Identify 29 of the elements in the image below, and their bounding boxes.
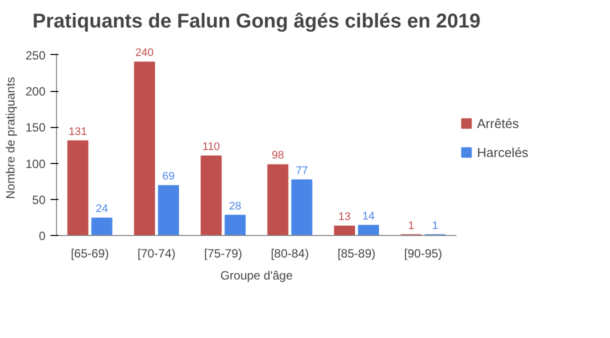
x-tick-label: [75-79) xyxy=(204,246,242,260)
data-label: 24 xyxy=(96,203,108,216)
y-axis-title: Nombre de pratiquants xyxy=(3,76,18,200)
data-label: 131 xyxy=(68,126,88,138)
x-tick-label: [90-95) xyxy=(404,246,442,260)
data-label: 98 xyxy=(272,150,284,162)
x-tick-label: [70-74) xyxy=(137,246,176,260)
x-axis-title: Groupe d'âge xyxy=(220,268,293,282)
y-tick-label: 250 xyxy=(25,48,46,62)
x-tick-label: [85-89) xyxy=(337,246,376,260)
data-label: 14 xyxy=(362,210,375,222)
data-label: 1 xyxy=(432,220,438,232)
x-tick-label: [80-84) xyxy=(270,246,309,260)
y-tick-label: 150 xyxy=(25,120,46,135)
data-label: 240 xyxy=(135,47,154,60)
data-label: 69 xyxy=(162,170,175,183)
chart-title: Pratiquants de Falun Gong âgés ciblés en 2019 xyxy=(32,10,480,32)
y-tick-label: 200 xyxy=(25,84,46,99)
data-label: 77 xyxy=(296,164,308,177)
y-tick-label: 50 xyxy=(32,192,46,207)
legend-label: Arrêtés xyxy=(477,116,519,130)
data-label: 110 xyxy=(202,141,220,154)
y-tick-label: 100 xyxy=(25,156,46,171)
data-label: 28 xyxy=(229,200,242,212)
x-tick-label: [65-69) xyxy=(70,246,109,260)
data-label: 13 xyxy=(338,211,351,224)
data-label: 1 xyxy=(408,220,414,232)
legend-label: Harcelés xyxy=(477,144,528,160)
y-tick-label: 0 xyxy=(38,229,46,243)
